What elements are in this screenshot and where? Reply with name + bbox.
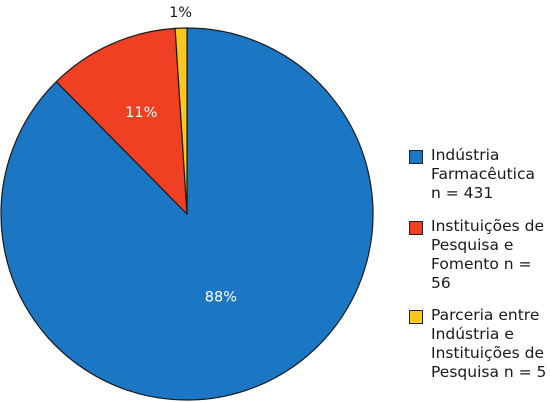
legend-swatch-parceria [409,310,423,324]
legend-item-parceria: Parceria entre Indústria e Instituições … [409,306,549,382]
pie-label-instituicoes: 11% [125,105,157,121]
pie-label-industria: 88% [205,290,237,306]
legend-item-industria: Indústria Farmacêutica n = 431 [409,146,549,203]
legend-label-parceria: Parceria entre Indústria e Instituições … [431,306,547,381]
legend-label-industria: Indústria Farmacêutica n = 431 [431,146,535,202]
legend: Indústria Farmacêutica n = 431 Instituiç… [409,146,549,396]
legend-label-instituicoes: Instituições de Pesquisa e Fomento n = 5… [431,217,544,292]
pie-slice-instituicoes [55,27,188,215]
legend-swatch-industria [409,150,423,164]
legend-item-instituicoes: Instituições de Pesquisa e Fomento n = 5… [409,217,549,293]
pie-slice-parceria [174,27,188,215]
legend-swatch-instituicoes [409,221,423,235]
pie-label-parceria: 1% [169,5,192,21]
